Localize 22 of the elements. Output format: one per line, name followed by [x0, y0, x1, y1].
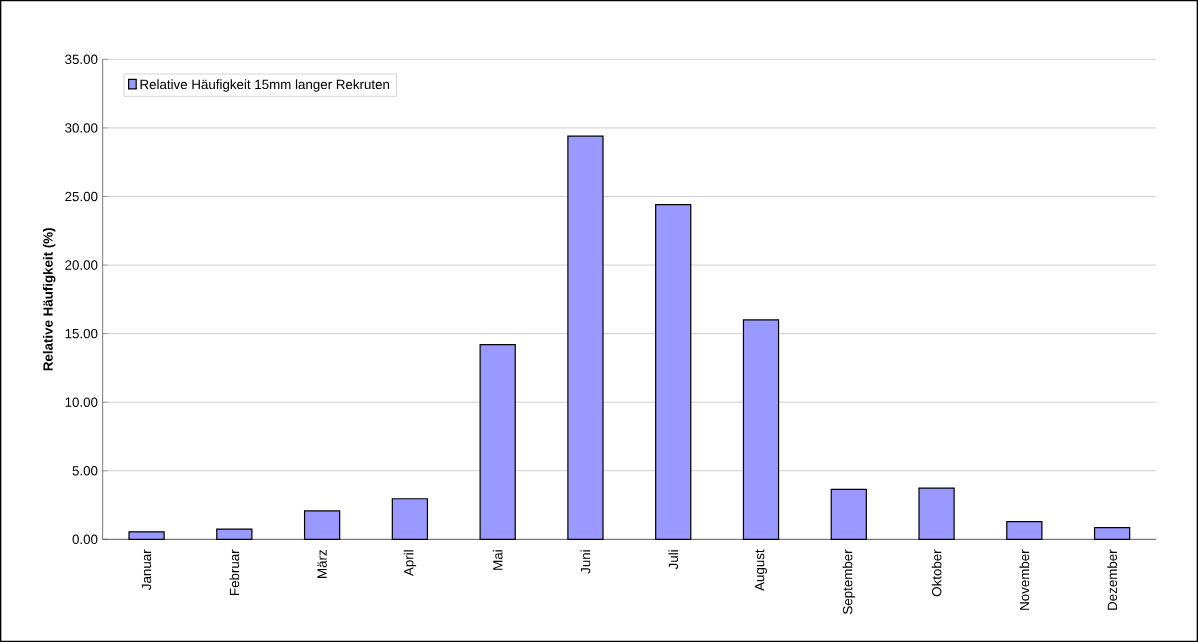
- y-tick-label: 15.00: [65, 328, 98, 339]
- y-tick-label: 10.00: [65, 397, 98, 407]
- x-tick-label: Februar: [229, 549, 240, 595]
- y-tick-label: 0.00: [72, 534, 98, 545]
- x-tick-label: April: [403, 550, 417, 577]
- x-tick-label: Juni: [580, 550, 591, 574]
- x-tick-label: September: [842, 549, 855, 614]
- y-tick-label: 30.00: [65, 123, 98, 133]
- y-tick-label: 5.00: [72, 466, 98, 476]
- y-tick-label: 35.00: [65, 54, 98, 65]
- x-tick-label: Juli: [668, 550, 679, 570]
- x-tick-label: November: [1019, 549, 1030, 610]
- x-tick-label: August: [755, 549, 767, 591]
- y-axis-title: Relative Häufigkeit (%): [42, 228, 56, 371]
- y-tick-label: 20.00: [65, 260, 98, 270]
- x-tick-label: März: [317, 550, 327, 578]
- x-tick-label: Oktober: [931, 549, 942, 597]
- legend-label: Relative Häufigkeit 15mm langer Rekruten: [140, 79, 390, 92]
- y-tick-label: 25.00: [65, 191, 98, 202]
- x-tick-label: Mai: [492, 550, 503, 570]
- x-tick-label: Januar: [141, 549, 152, 590]
- x-tick-label: Dezember: [1107, 549, 1118, 610]
